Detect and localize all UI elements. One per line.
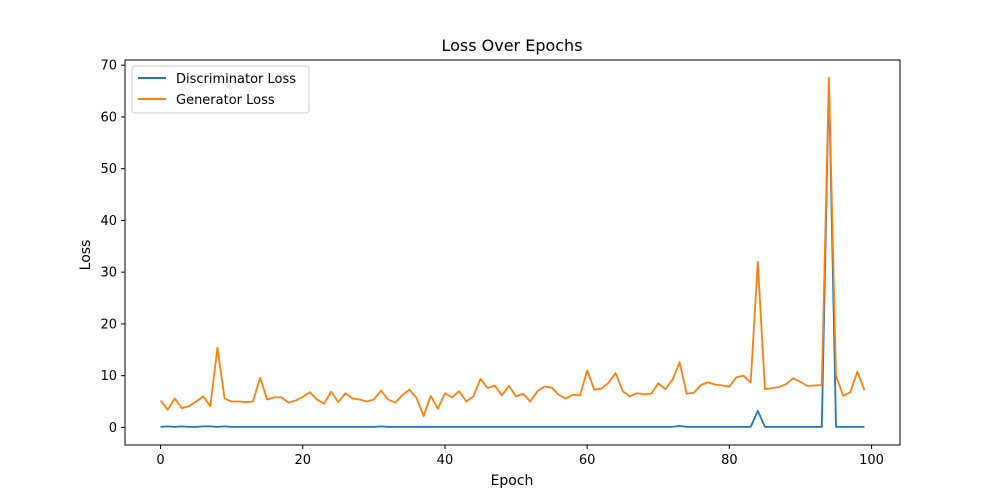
x-tick-label: 40: [437, 453, 454, 468]
y-tick-label: 30: [100, 266, 117, 281]
y-tick-label: 0: [109, 421, 117, 436]
x-tick-label: 60: [579, 453, 596, 468]
series-line-1: [159, 76, 866, 417]
y-tick-label: 20: [100, 317, 117, 332]
x-tick-label: 100: [859, 453, 884, 468]
legend: Discriminator Loss Generator Loss: [131, 65, 310, 114]
plot-frame: [124, 59, 901, 446]
x-tick-label: 0: [156, 453, 164, 468]
y-tick-label: 70: [100, 59, 117, 74]
x-axis: 0 20 40 60 80 100: [156, 445, 884, 468]
y-tick-label: 60: [100, 110, 117, 125]
y-tick-label: 50: [100, 162, 117, 177]
y-tick-label: 40: [100, 214, 117, 229]
x-tick-label: 80: [721, 453, 738, 468]
x-tick-label: 20: [294, 453, 311, 468]
chart-title: Loss Over Epochs: [441, 36, 582, 55]
legend-label-1: Generator Loss: [176, 93, 275, 108]
y-tick-label: 10: [100, 369, 117, 384]
x-axis-label: Epoch: [491, 473, 534, 489]
y-axis-label: Loss: [78, 240, 94, 271]
plot-area: [124, 59, 901, 446]
legend-label-0: Discriminator Loss: [176, 72, 296, 87]
series-line-0: [160, 79, 865, 428]
legend-box: [131, 65, 310, 114]
y-axis: 0 10 20 30 40 50 60 70: [100, 59, 125, 436]
